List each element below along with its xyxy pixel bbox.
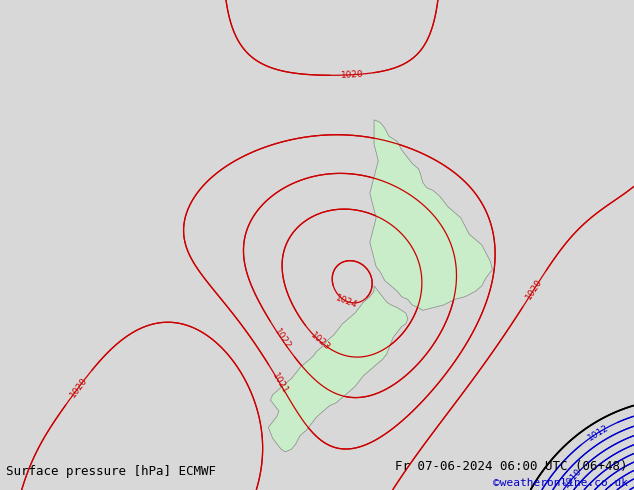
Text: 1020: 1020	[68, 376, 89, 399]
Text: 1024: 1024	[335, 293, 359, 310]
Polygon shape	[370, 120, 493, 310]
Text: ©weatheronline.co.uk: ©weatheronline.co.uk	[493, 478, 628, 488]
Text: 1021: 1021	[270, 371, 290, 395]
Text: 1012: 1012	[586, 423, 611, 442]
Text: Surface pressure [hPa] ECMWF: Surface pressure [hPa] ECMWF	[6, 465, 216, 478]
Text: 1022: 1022	[272, 327, 292, 351]
Text: 1020: 1020	[524, 277, 545, 301]
Text: 1023: 1023	[309, 331, 332, 352]
Polygon shape	[268, 286, 408, 452]
Text: Fr 07-06-2024 06:00 UTC (06+48): Fr 07-06-2024 06:00 UTC (06+48)	[395, 460, 628, 473]
Text: 1020: 1020	[340, 70, 364, 80]
Text: 1010: 1010	[562, 466, 584, 490]
